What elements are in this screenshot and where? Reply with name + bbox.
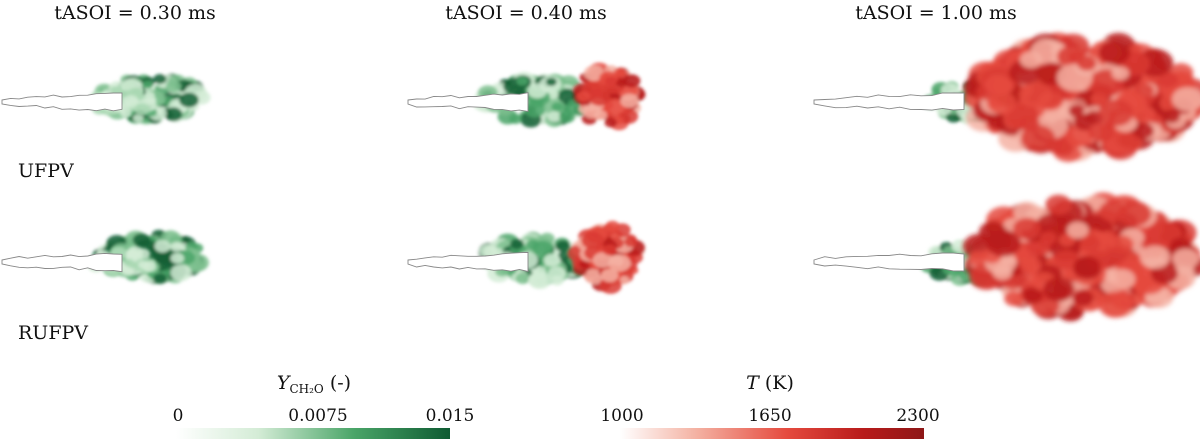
row-label-ufpv: UFPV: [18, 160, 74, 182]
colorbar-ch2o-tick-min: 0: [172, 406, 184, 426]
spray-panel-r1-c1: [407, 220, 645, 294]
colorbar-ch2o-symbol: Y: [276, 372, 290, 394]
colorbar-temperature-title: T (K): [746, 372, 794, 394]
colorbar-ch2o-tick-mid: 0.0075: [288, 406, 348, 426]
column-title-100: tASOI = 1.00 ms: [855, 2, 1017, 24]
spray-panel-r1-c0: [1, 229, 209, 285]
colorbar-ch2o-title: YCH₂O (-): [277, 372, 351, 396]
spray-panels: [1, 32, 1200, 322]
colorbar-temperature-tick-max: 2300: [896, 406, 940, 426]
colorbar-temperature-unit: (K): [764, 372, 794, 394]
spray-panel-r0-c0: [1, 73, 211, 125]
spray-panel-r0-c1: [407, 62, 646, 131]
colorbar-ch2o-tick-max: 0.015: [425, 406, 475, 426]
column-title-030: tASOI = 0.30 ms: [54, 2, 216, 24]
colorbar-temperature-tick-min: 1000: [600, 406, 644, 426]
colorbar-temperature-gradient: [620, 428, 924, 439]
spray-panel-r1-c2: [813, 192, 1200, 322]
column-title-040: tASOI = 0.40 ms: [445, 2, 607, 24]
colorbar-temperature-symbol: T: [746, 372, 759, 394]
colorbar-ch2o-gradient: [176, 428, 450, 439]
colorbar-ch2o-subscript: CH₂O: [289, 382, 324, 396]
colorbar-ch2o-unit: (-): [329, 372, 352, 394]
colorbar-temperature-tick-mid: 1650: [748, 406, 792, 426]
row-label-rufpv: RUFPV: [18, 322, 89, 344]
spray-panel-r0-c2: [813, 32, 1200, 163]
